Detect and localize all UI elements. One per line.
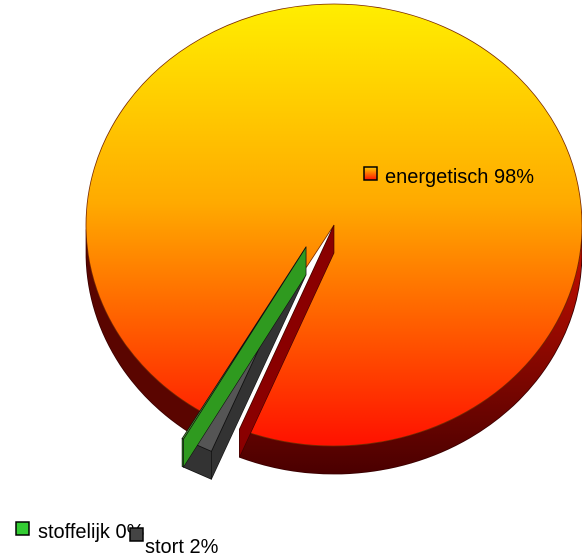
legend-swatch-energetisch — [363, 166, 378, 181]
legend-swatch-stort — [129, 527, 144, 542]
slice-label-energetisch: energetisch 98% — [385, 166, 534, 188]
pie-slices — [85, 3, 582, 480]
slice-label-stoffelijk: stoffelijk 0% — [38, 521, 145, 543]
slice-label-stort: stort 2% — [145, 536, 219, 554]
label-energetisch: energetisch 98% — [363, 166, 534, 188]
slice-stoffelijk — [181, 246, 307, 440]
legend-swatch-stoffelijk — [15, 521, 30, 536]
slice-wall-energetisch — [239, 224, 335, 458]
label-stoffelijk: stoffelijk 0% — [15, 521, 145, 543]
label-stort: stort 2% — [129, 527, 219, 554]
